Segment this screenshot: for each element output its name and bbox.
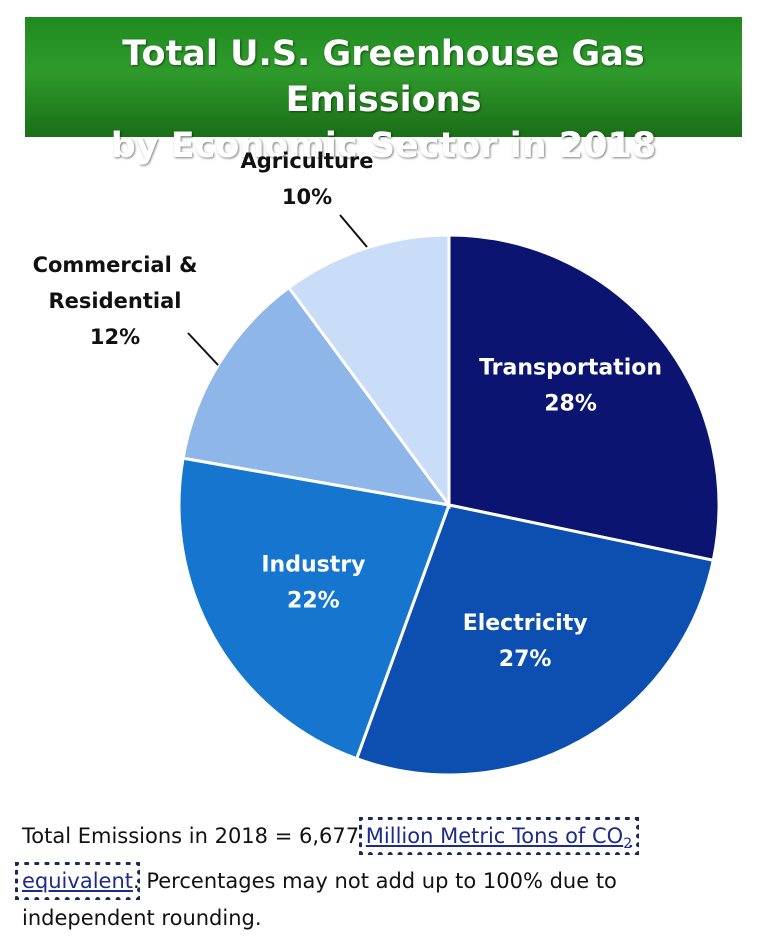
leader-line-agriculture bbox=[339, 214, 368, 248]
link-subscript: 2 bbox=[623, 836, 633, 853]
slice-name-label-transportation-1: Transportation bbox=[479, 355, 662, 380]
slice-value-label-industry: 22% bbox=[287, 588, 340, 613]
slice-value-label-transportation: 28% bbox=[544, 391, 597, 416]
slice-name-label-agriculture-1: Agriculture bbox=[240, 149, 373, 173]
slice-name-label-electricity-1: Electricity bbox=[463, 611, 588, 636]
slice-value-label-commercial-and-residential: 12% bbox=[90, 325, 140, 349]
chart-title-line-2: by Economic Sector in 2018 bbox=[110, 126, 657, 166]
footnote: Total Emissions in 2018 = 6,677 Million … bbox=[14, 816, 642, 937]
link-text: Million Metric Tons of CO bbox=[365, 824, 624, 848]
pie-slice-electricity bbox=[354, 503, 716, 777]
title-banner: Total U.S. Greenhouse Gas Emissions by E… bbox=[25, 17, 742, 166]
leader-line-commercial-and-residential bbox=[187, 332, 219, 366]
footnote-prefix: Total Emissions in 2018 = 6,677 bbox=[22, 824, 366, 848]
slice-name-label-commercial-and-residential-1: Commercial & bbox=[33, 253, 198, 277]
slice-name-label-industry-1: Industry bbox=[261, 552, 365, 577]
pie-slice-agriculture bbox=[286, 233, 451, 510]
pie-chart: Transportation 28% Electricity 27% Industry 2… bbox=[33, 149, 721, 777]
co2-equivalent-link[interactable]: Million Metric Tons of CO2 equivalent bbox=[14, 816, 640, 901]
slice-name-label-commercial-and-residential-2: Residential bbox=[49, 289, 182, 313]
chart-title-line-1: Total U.S. Greenhouse Gas Emissions bbox=[122, 34, 645, 120]
pie-slice-industry bbox=[177, 456, 452, 761]
link-text-2: equivalent bbox=[22, 869, 133, 894]
slice-value-label-electricity: 27% bbox=[499, 647, 552, 672]
slice-value-label-agriculture: 10% bbox=[282, 185, 332, 209]
footnote-suffix: . Percentages may not add up to 100% due… bbox=[22, 869, 617, 931]
pie-slice-transportation bbox=[447, 233, 721, 563]
pie-slice-commercial-and-residential bbox=[181, 285, 453, 508]
